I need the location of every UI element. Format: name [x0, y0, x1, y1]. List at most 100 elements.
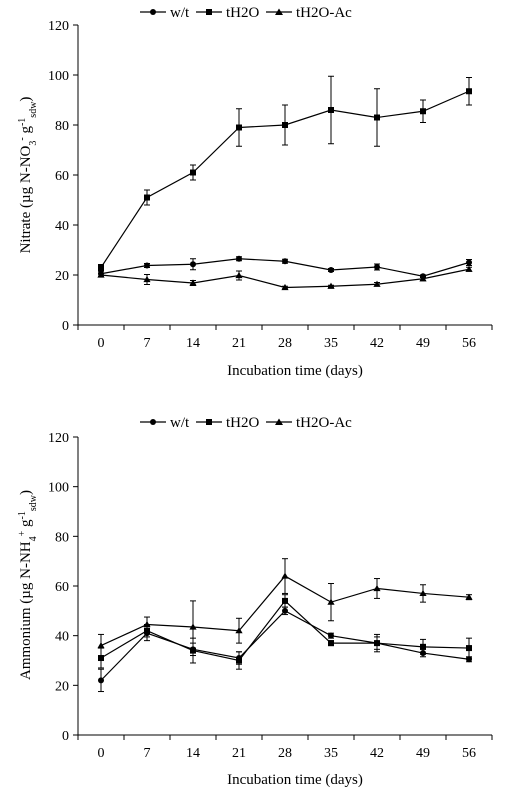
series-wt [98, 255, 472, 280]
series-th2o-ac [97, 558, 473, 658]
series-wt [98, 606, 472, 693]
y-tick-label: 120 [48, 19, 69, 34]
x-tick-label: 49 [416, 746, 430, 761]
x-tick-label: 56 [462, 336, 476, 351]
data-point [235, 627, 243, 634]
data-point [190, 261, 196, 268]
data-point [373, 584, 381, 592]
y-tick-label: 40 [55, 630, 69, 645]
data-point [236, 657, 242, 664]
x-tick-label: 28 [278, 336, 292, 351]
data-point [328, 632, 334, 639]
legend-item-th2o-ac: tH2O-Ac [266, 5, 352, 21]
data-point [374, 264, 380, 270]
x-tick-label: 7 [144, 336, 151, 351]
legend-label: tH2O-Ac [296, 415, 352, 431]
x-tick-label: 56 [462, 746, 476, 761]
legend: w/t tH2O tH2O-Ac [140, 415, 352, 431]
x-tick-label: 7 [144, 746, 151, 761]
legend-item-wt: w/t [140, 415, 190, 431]
data-point [374, 640, 380, 647]
x-tick-label: 35 [324, 746, 338, 761]
data-point [189, 279, 197, 286]
x-tick-label: 42 [370, 746, 384, 761]
data-point [143, 275, 151, 283]
data-point [328, 107, 334, 113]
data-point [374, 114, 380, 121]
data-point [466, 645, 472, 652]
y-tick-label: 20 [55, 269, 69, 284]
data-point [282, 122, 288, 128]
data-point [189, 623, 197, 630]
legend: w/t tH2O tH2O-Ac [140, 5, 352, 21]
x-axis-label: Incubation time (days) [227, 772, 363, 788]
legend-label: w/t [170, 415, 190, 431]
data-point [465, 593, 473, 600]
x-tick-label: 21 [232, 746, 246, 761]
data-point [420, 108, 426, 115]
data-point [144, 194, 150, 201]
data-point [97, 271, 105, 278]
y-tick-label: 20 [55, 679, 69, 694]
x-tick-label: 14 [186, 746, 200, 761]
x-tick-label: 0 [98, 336, 105, 351]
x-tick-label: 0 [98, 746, 105, 761]
legend-item-th2o-ac: tH2O-Ac [266, 415, 352, 431]
y-tick-label: 100 [48, 69, 69, 84]
legend-item-th2o: tH2O [196, 5, 260, 21]
data-point [466, 259, 472, 266]
data-point [190, 169, 196, 176]
data-point [282, 597, 288, 604]
x-tick-label: 42 [370, 336, 384, 351]
series-th2o [98, 594, 472, 670]
data-point [282, 258, 288, 265]
data-point [98, 655, 104, 662]
y-tick-label: 120 [48, 431, 69, 446]
y-axis-label: Ammonium (µg N-NH4+ g-1sdw) [17, 490, 39, 680]
y-tick-label: 60 [55, 169, 69, 184]
x-tick-label: 49 [416, 336, 430, 351]
data-point [98, 677, 104, 684]
x-tick-label: 35 [324, 336, 338, 351]
data-point [143, 620, 151, 628]
data-point [282, 607, 288, 614]
y-tick-label: 40 [55, 219, 69, 234]
series-th2o [98, 75, 472, 271]
y-tick-label: 60 [55, 580, 69, 595]
legend-label: w/t [170, 5, 190, 21]
y-tick-label: 0 [62, 319, 69, 334]
nitrate-chart: w/t tH2O tH2O-Ac Nitrate (µg N-NO3- g-1s… [17, 5, 493, 379]
x-tick-label: 21 [232, 336, 246, 351]
data-point [465, 265, 473, 272]
data-point [98, 264, 104, 271]
data-point [281, 283, 289, 291]
data-point [419, 275, 427, 282]
x-axis-label: Incubation time (days) [227, 363, 363, 379]
legend-label: tH2O [226, 5, 260, 21]
data-point [327, 598, 335, 605]
data-point [419, 589, 427, 597]
y-tick-label: 100 [48, 481, 69, 496]
legend-item-th2o: tH2O [196, 415, 260, 431]
legend-item-wt: w/t [140, 5, 190, 21]
data-point [144, 262, 150, 269]
data-point [235, 271, 243, 279]
x-tick-label: 28 [278, 746, 292, 761]
y-tick-label: 0 [62, 729, 69, 744]
ammonium-chart: w/t tH2O tH2O-Ac Ammonium (µg N-NH4+ g-1… [17, 415, 493, 788]
data-point [373, 280, 381, 287]
data-point [281, 572, 289, 579]
y-axis-label: Nitrate (µg N-NO3- g-1sdw) [17, 97, 39, 254]
y-tick-label: 80 [55, 119, 69, 134]
legend-label: tH2O-Ac [296, 5, 352, 21]
data-point [97, 642, 105, 649]
data-point [328, 640, 334, 647]
data-point [236, 124, 242, 131]
data-point [236, 255, 242, 262]
series-th2o-ac [97, 265, 473, 291]
data-point [420, 643, 426, 650]
y-tick-label: 80 [55, 530, 69, 545]
data-point [328, 267, 334, 273]
data-point [327, 282, 335, 289]
